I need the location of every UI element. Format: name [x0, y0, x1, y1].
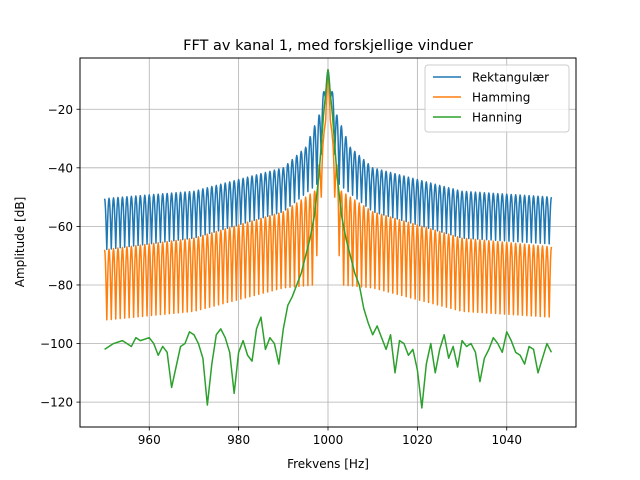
y-tick-label: −20 — [48, 103, 73, 117]
legend: Rektangulær Hamming Hanning — [424, 64, 570, 133]
y-tick-label: −100 — [40, 337, 73, 351]
series-line-hanning — [104, 68, 553, 409]
x-tick-label: 1020 — [402, 433, 433, 447]
legend-label: Hamming — [472, 91, 530, 105]
x-tick-label: 1040 — [491, 433, 522, 447]
x-axis-label: Frekvens [Hz] — [287, 457, 369, 471]
y-tick-label: −40 — [48, 161, 73, 175]
plot-series — [103, 68, 553, 409]
x-tick-label: 960 — [138, 433, 161, 447]
chart-title: FFT av kanal 1, med forskjellige vinduer — [183, 38, 473, 54]
legend-box — [424, 64, 570, 133]
y-tick-label: −120 — [40, 396, 73, 410]
legend-label: Hanning — [472, 111, 522, 125]
y-axis-label: Amplitude [dB] — [13, 197, 27, 288]
x-tick-label: 980 — [227, 433, 250, 447]
legend-label: Rektangulær — [472, 71, 549, 85]
y-tick-label: −60 — [48, 220, 73, 234]
y-tick-label: −80 — [48, 278, 73, 292]
x-tick-label: 1000 — [313, 433, 344, 447]
axis-ticks: 960 980 1000 1020 1040 −120 −100 −80 −60 −40 −20 — [40, 103, 522, 447]
